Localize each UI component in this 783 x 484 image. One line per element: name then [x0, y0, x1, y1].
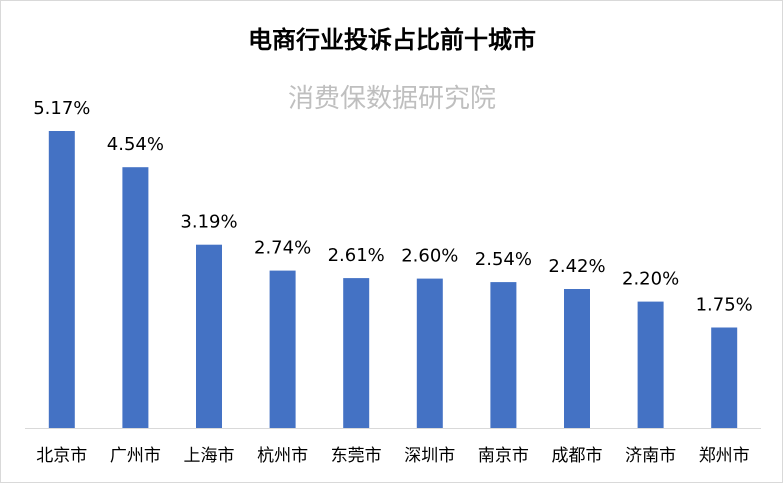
- chart-subtitle: 消费保数据研究院: [288, 84, 496, 114]
- bar-2: [122, 167, 149, 428]
- x-tick-label-9: 济南市: [625, 446, 676, 466]
- bar-1: [48, 131, 75, 428]
- data-label-10: 1.75%: [696, 295, 753, 316]
- x-tick-labels: 北京市 广州市 上海市 杭州市 东莞市 深圳市 南京市 成都市 济南市 郑州市: [36, 446, 749, 466]
- data-label-5: 2.61%: [328, 245, 385, 266]
- data-label-1: 5.17%: [33, 98, 90, 119]
- data-label-8: 2.42%: [548, 256, 605, 277]
- x-tick-label-8: 成都市: [552, 446, 603, 466]
- x-tick-label-7: 南京市: [478, 446, 529, 466]
- bars-group: 5.17% 4.54% 3.19% 2.74% 2.61% 2.60% 2.54% 2.42%…: [33, 98, 753, 428]
- bar-7: [490, 282, 517, 428]
- x-tick-label-1: 北京市: [36, 446, 87, 466]
- x-tick-label-5: 东莞市: [331, 446, 382, 466]
- bar-9: [637, 301, 664, 428]
- data-label-4: 2.74%: [254, 238, 311, 259]
- x-tick-label-3: 上海市: [184, 446, 235, 466]
- x-tick-label-6: 深圳市: [404, 446, 455, 466]
- bar-3: [196, 244, 222, 428]
- data-label-7: 2.54%: [475, 249, 532, 270]
- data-label-3: 3.19%: [180, 212, 237, 233]
- bar-8: [564, 289, 590, 428]
- chart-title: 电商行业投诉占比前十城市: [248, 26, 536, 54]
- data-label-6: 2.60%: [401, 246, 458, 267]
- bar-4: [269, 270, 296, 428]
- data-label-9: 2.20%: [622, 269, 679, 290]
- bar-6: [416, 278, 443, 428]
- data-label-2: 4.54%: [107, 134, 164, 155]
- bar-5: [343, 278, 370, 428]
- x-tick-label-2: 广州市: [110, 446, 161, 466]
- x-tick-label-10: 郑州市: [699, 446, 750, 466]
- bar-10: [711, 327, 738, 428]
- x-tick-label-4: 杭州市: [257, 446, 308, 466]
